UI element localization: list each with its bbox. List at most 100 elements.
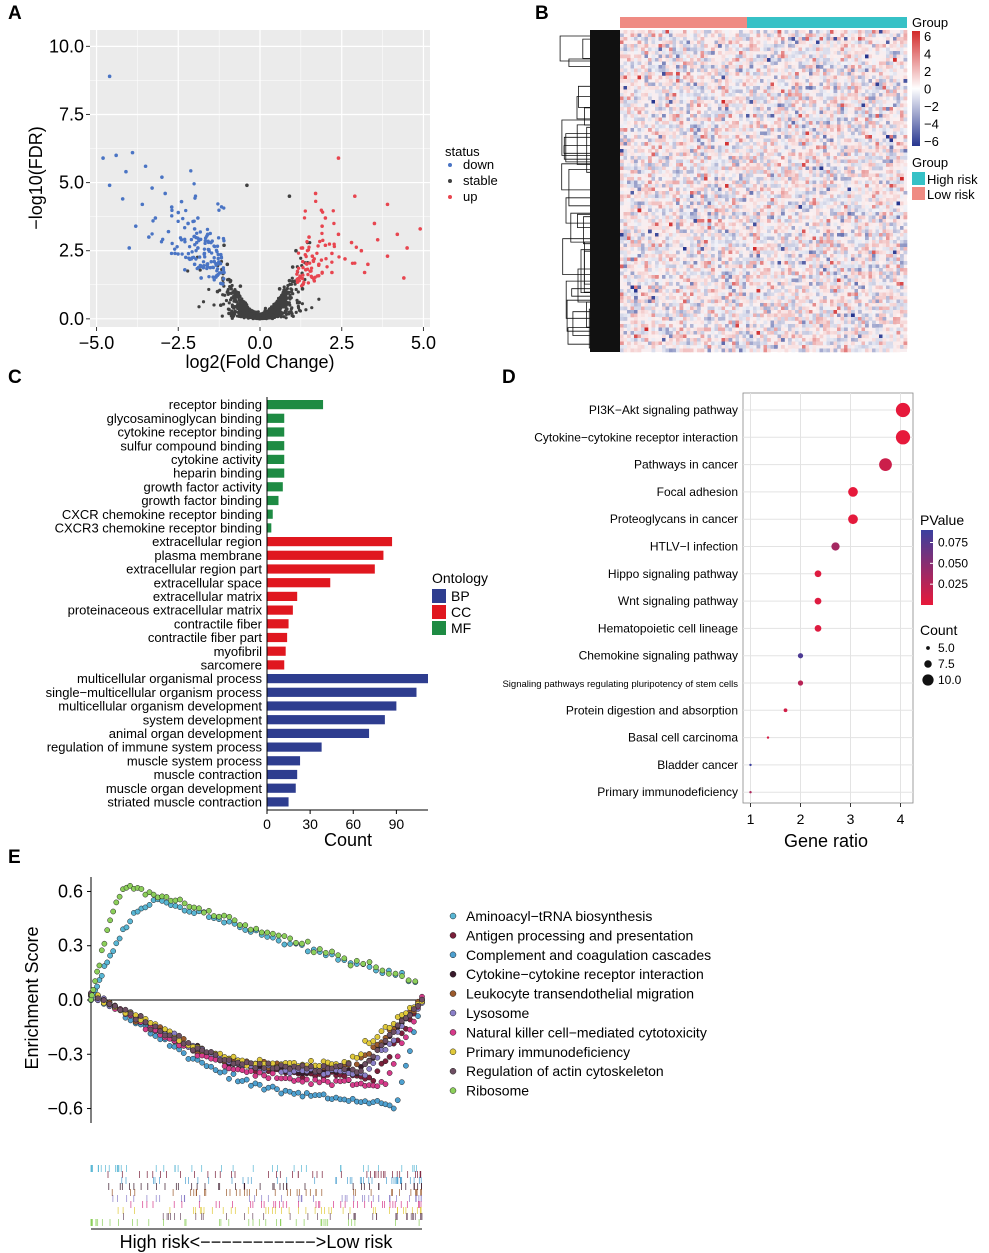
heatmap-cell [676, 226, 680, 230]
volcano-point-stable [225, 262, 230, 267]
heatmap-cell [868, 68, 873, 73]
heatmap-cell [893, 86, 897, 90]
heatmap-cell [767, 72, 771, 76]
heatmap-cell [886, 89, 890, 94]
heatmap-cell [826, 75, 831, 80]
heatmap-cell [816, 163, 820, 167]
heatmap-cell [882, 180, 887, 185]
heatmap-cell [728, 100, 733, 104]
heatmap-cell [784, 215, 789, 220]
heatmap-cell [872, 177, 876, 181]
heatmap-cell [809, 37, 813, 41]
heatmap-cell [886, 135, 890, 139]
heatmap-cell [896, 107, 901, 111]
heatmap-cell [858, 205, 862, 209]
heatmap-cell [774, 149, 778, 153]
heatmap-cell [634, 212, 638, 216]
volcano-point-stable [290, 265, 295, 269]
heatmap-cell [830, 107, 834, 111]
heatmap-cell [868, 131, 873, 136]
heatmap-cell [700, 75, 705, 80]
heatmap-cell [798, 30, 803, 34]
heatmap-cell [830, 212, 834, 216]
heatmap-cell [896, 131, 901, 136]
heatmap-cell [718, 145, 722, 150]
heatmap-cell [686, 72, 691, 76]
heatmap-cell [725, 114, 729, 118]
volcano-point-stable [276, 305, 280, 310]
heatmap-cell [788, 117, 792, 122]
heatmap-cell [686, 124, 691, 129]
heatmap-cell [665, 191, 670, 195]
heatmap-cell [676, 61, 680, 66]
heatmap-cell [742, 47, 747, 52]
heatmap-cell [847, 103, 852, 108]
heatmap-cell [851, 208, 855, 213]
heatmap-cell [700, 226, 705, 230]
heatmap-cell [690, 93, 694, 97]
heatmap-cell [627, 177, 631, 181]
heatmap-cell [714, 145, 719, 150]
heatmap-cell [819, 124, 824, 129]
heatmap-cell [805, 68, 810, 73]
heatmap-cell [651, 72, 656, 76]
heatmap-cell [739, 79, 743, 83]
heatmap-cell [634, 173, 638, 178]
heatmap-cell [735, 208, 740, 213]
heatmap-cell [861, 79, 866, 83]
heatmap-cell [700, 51, 705, 55]
heatmap-cell [700, 163, 705, 167]
heatmap-cell [683, 159, 687, 164]
heatmap-cell [756, 135, 761, 139]
heatmap-cell [686, 138, 691, 143]
heatmap-cell [648, 117, 652, 122]
heatmap-dendrogram-branch [562, 238, 590, 275]
heatmap-cell [735, 166, 740, 171]
heatmap-cell [634, 222, 638, 227]
heatmap-cell [777, 33, 782, 38]
heatmap-cell [798, 61, 803, 66]
heatmap-cell [648, 205, 652, 209]
volcano-point-down [217, 260, 221, 265]
heatmap-cell [893, 58, 897, 62]
heatmap-cell [637, 208, 642, 213]
heatmap-cell [697, 65, 701, 69]
heatmap-cell [697, 229, 701, 234]
heatmap-cell [623, 54, 628, 59]
heatmap-cell [683, 194, 687, 199]
heatmap-cell [746, 37, 750, 41]
heatmap-cell [714, 152, 719, 157]
heatmap-cell [802, 33, 806, 38]
heatmap-cell [697, 180, 701, 185]
heatmap-cell [704, 222, 708, 227]
heatmap-cell [707, 107, 712, 111]
heatmap-cell [774, 138, 778, 143]
heatmap-cell [700, 208, 705, 213]
heatmap-cell [886, 180, 890, 185]
heatmap-cell [788, 201, 792, 206]
heatmap-cell [725, 33, 729, 38]
heatmap-cell [686, 163, 691, 167]
heatmap-cell [858, 114, 862, 118]
heatmap-cell [620, 229, 624, 234]
heatmap-cell [669, 47, 673, 52]
heatmap-cell [669, 173, 673, 178]
heatmap-cell [784, 89, 789, 94]
volcano-y-tick-label: 0.0 [59, 309, 84, 329]
volcano-point-up [309, 266, 314, 270]
heatmap-cell [886, 124, 890, 129]
heatmap-cell [805, 191, 810, 195]
heatmap-cell [767, 184, 771, 188]
heatmap-cell [651, 54, 656, 59]
heatmap-cell [812, 131, 817, 136]
heatmap-cell [879, 226, 883, 230]
heatmap-cell [795, 51, 799, 55]
heatmap-cell [749, 110, 754, 115]
heatmap-cell [728, 229, 733, 234]
heatmap-cell [683, 86, 687, 90]
volcano-point-up [301, 273, 305, 277]
volcano-point-stable [239, 311, 243, 315]
heatmap-cell [788, 219, 792, 223]
heatmap-cell [686, 44, 691, 48]
heatmap-cell [788, 149, 792, 153]
